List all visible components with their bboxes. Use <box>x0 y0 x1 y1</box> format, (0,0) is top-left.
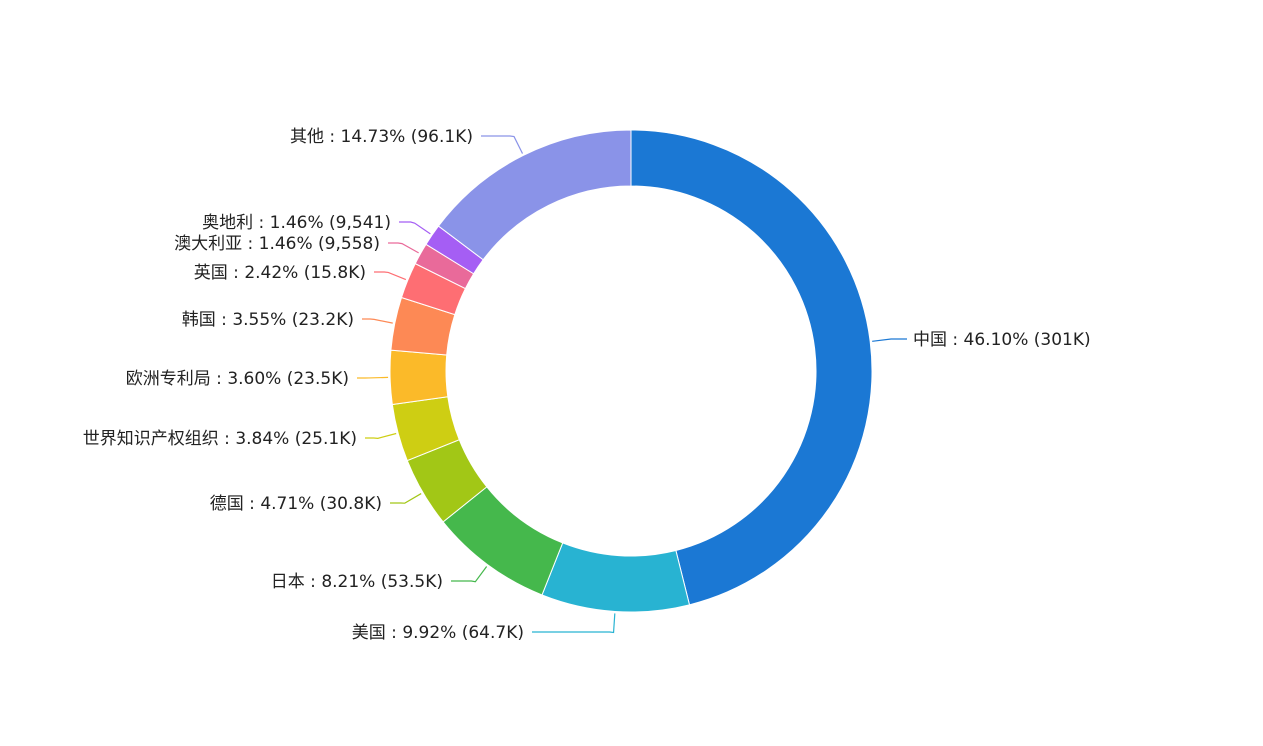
leader-line-德国 <box>390 493 422 504</box>
leader-line-韩国 <box>362 318 393 324</box>
slice-label-英国: 英国 : 2.42% (15.8K) <box>194 263 366 283</box>
leader-lines-layer <box>357 135 907 634</box>
leader-line-美国 <box>532 613 616 634</box>
leader-line-日本 <box>451 566 488 583</box>
slice-label-奥地利: 奥地利 : 1.46% (9,541) <box>202 213 391 233</box>
leader-line-其他 <box>481 135 524 154</box>
labels-layer: 中国 : 46.10% (301K) 美国 : 9.92% (64.7K) 日本 :… <box>83 127 1091 643</box>
slice-label-世界知识产权组织: 世界知识产权组织 : 3.84% (25.1K) <box>83 429 357 449</box>
slice-label-德国: 德国 : 4.71% (30.8K) <box>210 494 382 514</box>
slice-label-中国: 中国 : 46.10% (301K) <box>913 330 1091 350</box>
leader-line-奥地利 <box>399 221 431 235</box>
slices-layer <box>389 129 873 613</box>
slice-label-其他: 其他 : 14.73% (96.1K) <box>290 127 473 147</box>
leader-line-中国 <box>872 338 907 342</box>
slice-欧洲专利局[interactable] <box>389 349 449 406</box>
slice-其他[interactable] <box>437 129 632 261</box>
slice-label-欧洲专利局: 欧洲专利局 : 3.60% (23.5K) <box>126 369 349 389</box>
slice-label-美国: 美国 : 9.92% (64.7K) <box>352 623 524 643</box>
slice-label-日本: 日本 : 8.21% (53.5K) <box>271 572 443 592</box>
slice-label-澳大利亚: 澳大利亚 : 1.46% (9,558) <box>174 234 380 254</box>
leader-line-世界知识产权组织 <box>365 432 397 439</box>
leader-line-英国 <box>374 271 407 281</box>
slice-中国[interactable] <box>630 129 873 606</box>
slice-美国[interactable] <box>541 542 691 613</box>
leader-line-澳大利亚 <box>388 242 419 254</box>
slice-label-韩国: 韩国 : 3.55% (23.2K) <box>182 310 354 330</box>
leader-line-欧洲专利局 <box>357 376 389 379</box>
